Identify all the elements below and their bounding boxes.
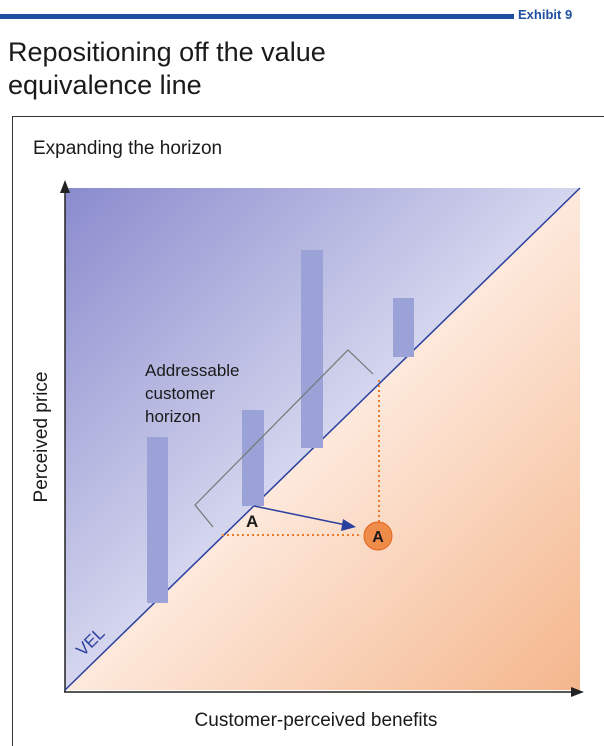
- bar: [242, 410, 264, 506]
- x-axis-label: Customer-perceived benefits: [195, 710, 438, 731]
- point-a-original-label: A: [246, 512, 258, 531]
- bar: [147, 437, 168, 603]
- page-title: Repositioning off the value equivalence …: [8, 37, 326, 100]
- horizon-label-line-1: Addressable: [145, 361, 240, 380]
- bar: [393, 298, 414, 357]
- reposition-arrow: [253, 505, 347, 526]
- diagram-panel: [12, 116, 604, 746]
- x-axis-arrow-icon: [571, 687, 584, 697]
- y-axis-arrow-icon: [60, 180, 70, 193]
- panel-subtitle: Expanding the horizon: [33, 138, 223, 159]
- horizon-label-line-3: horizon: [145, 407, 201, 426]
- horizon-label-line-2: customer: [145, 384, 215, 403]
- y-axis-label: Perceived price: [31, 372, 52, 503]
- new-position-point: [363, 521, 393, 551]
- bar: [301, 250, 323, 448]
- point-a-new-label: A: [372, 529, 384, 546]
- exhibit-rule: [0, 14, 514, 19]
- exhibit-label: Exhibit 9: [518, 7, 573, 22]
- horizon-bracket: [194, 349, 374, 528]
- arrow-head-icon: [341, 519, 356, 531]
